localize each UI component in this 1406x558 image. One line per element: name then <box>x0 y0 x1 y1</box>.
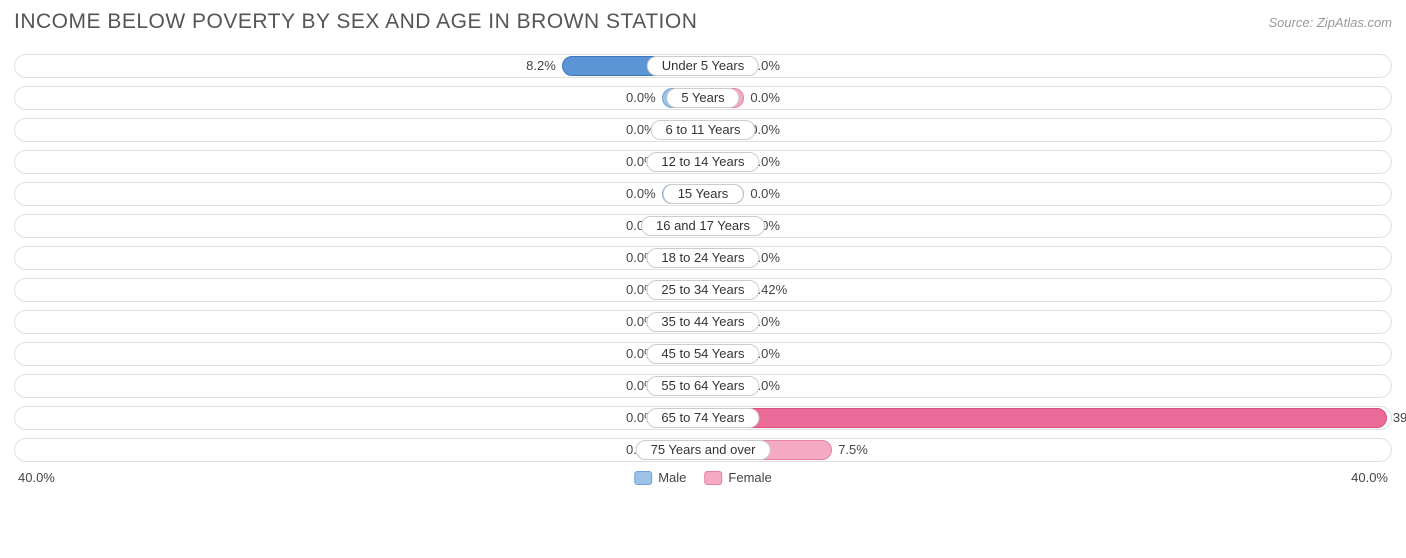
legend: Male Female <box>634 470 772 485</box>
chart-row: 0.0%0.0%55 to 64 Years <box>14 372 1392 400</box>
category-label: 16 and 17 Years <box>641 216 765 236</box>
female-value-label: 0.0% <box>750 184 780 204</box>
female-half: 0.0% <box>703 52 1392 80</box>
legend-item-male: Male <box>634 470 686 485</box>
female-half: 39.7% <box>703 404 1392 432</box>
female-value-label: 0.0% <box>750 88 780 108</box>
chart-row: 0.0%0.0%16 and 17 Years <box>14 212 1392 240</box>
male-half: 0.0% <box>14 404 703 432</box>
chart-row: 8.2% 0.0%Under 5 Years <box>14 52 1392 80</box>
male-half: 0.0% <box>14 84 703 112</box>
male-half: 0.0% <box>14 436 703 464</box>
male-half: 0.0% <box>14 212 703 240</box>
category-label: Under 5 Years <box>647 56 759 76</box>
legend-label-female: Female <box>728 470 771 485</box>
female-half: 0.0% <box>703 340 1392 368</box>
male-half: 0.0% <box>14 244 703 272</box>
category-label: 65 to 74 Years <box>646 408 759 428</box>
legend-item-female: Female <box>704 470 771 485</box>
category-label: 15 Years <box>663 184 744 204</box>
female-half: 0.0% <box>703 244 1392 272</box>
chart-source: Source: ZipAtlas.com <box>1268 15 1392 30</box>
male-half: 0.0% <box>14 148 703 176</box>
category-label: 5 Years <box>666 88 739 108</box>
female-half: 0.0% <box>703 308 1392 336</box>
female-half: 0.0% <box>703 84 1392 112</box>
legend-swatch-male <box>634 471 652 485</box>
axis-max-left: 40.0% <box>18 470 55 485</box>
female-half: 0.0% <box>703 212 1392 240</box>
category-label: 75 Years and over <box>636 440 771 460</box>
chart-row: 0.0% 7.5% 75 Years and over <box>14 436 1392 464</box>
male-half: 0.0% <box>14 372 703 400</box>
category-label: 25 to 34 Years <box>646 280 759 300</box>
male-value-label: 0.0% <box>626 88 656 108</box>
legend-label-male: Male <box>658 470 686 485</box>
diverging-bar-chart: 8.2%0.0%Under 5 Years0.0%0.0%5 Years0.0%… <box>14 52 1392 464</box>
category-label: 18 to 24 Years <box>646 248 759 268</box>
female-half: 0.0% <box>703 372 1392 400</box>
male-half: 0.0% <box>14 116 703 144</box>
category-label: 45 to 54 Years <box>646 344 759 364</box>
male-half: 0.0% <box>14 276 703 304</box>
male-value-label: 8.2% <box>526 56 556 76</box>
male-half: 0.0% <box>14 180 703 208</box>
chart-row: 0.0%0.42%25 to 34 Years <box>14 276 1392 304</box>
female-half: 0.0% <box>703 116 1392 144</box>
category-label: 6 to 11 Years <box>651 120 756 140</box>
male-half: 8.2% <box>14 52 703 80</box>
female-value-label: 7.5% <box>838 440 868 460</box>
female-half: 0.0% <box>703 180 1392 208</box>
female-bar <box>703 408 1387 428</box>
chart-footer: 40.0% Male Female 40.0% <box>14 470 1392 510</box>
category-label: 35 to 44 Years <box>646 312 759 332</box>
chart-row: 0.0%0.0%35 to 44 Years <box>14 308 1392 336</box>
chart-row: 0.0%0.0%45 to 54 Years <box>14 340 1392 368</box>
male-value-label: 0.0% <box>626 184 656 204</box>
female-half: 7.5% <box>703 436 1392 464</box>
category-label: 12 to 14 Years <box>646 152 759 172</box>
axis-max-right: 40.0% <box>1351 470 1388 485</box>
chart-header: INCOME BELOW POVERTY BY SEX AND AGE IN B… <box>14 10 1392 34</box>
female-half: 0.0% <box>703 148 1392 176</box>
female-value-label: 39.7% <box>1393 408 1406 428</box>
chart-row: 0.0%0.0%12 to 14 Years <box>14 148 1392 176</box>
legend-swatch-female <box>704 471 722 485</box>
male-half: 0.0% <box>14 308 703 336</box>
chart-row: 0.0%0.0%6 to 11 Years <box>14 116 1392 144</box>
chart-row: 0.0% 0.0% 15 Years <box>14 180 1392 208</box>
chart-row: 0.0%0.0%18 to 24 Years <box>14 244 1392 272</box>
category-label: 55 to 64 Years <box>646 376 759 396</box>
chart-row: 0.0%39.7%65 to 74 Years <box>14 404 1392 432</box>
chart-title: INCOME BELOW POVERTY BY SEX AND AGE IN B… <box>14 10 697 34</box>
female-half: 0.42% <box>703 276 1392 304</box>
chart-row: 0.0% 0.0% 5 Years <box>14 84 1392 112</box>
male-half: 0.0% <box>14 340 703 368</box>
